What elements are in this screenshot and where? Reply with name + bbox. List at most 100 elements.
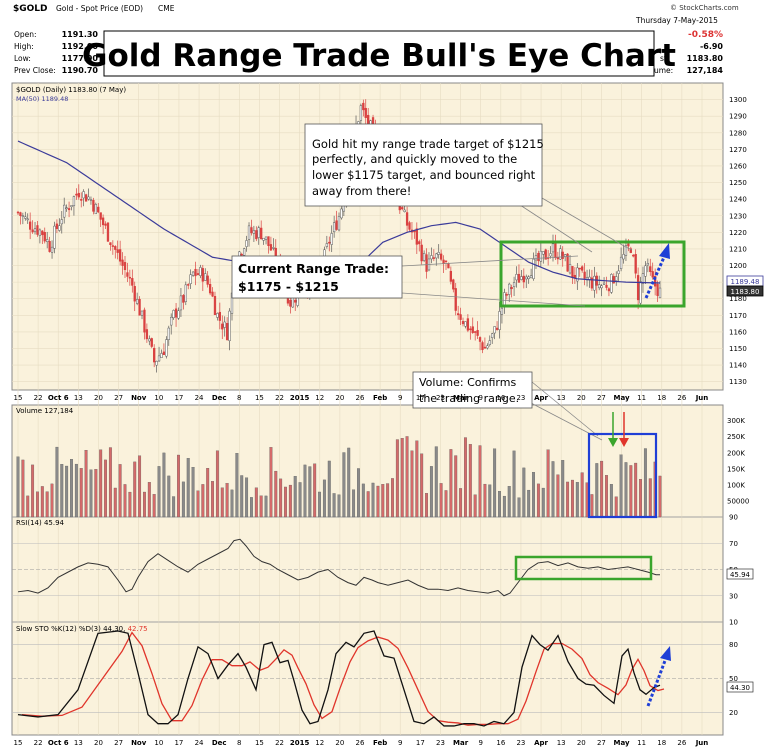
volume-bar [138,455,142,518]
price-candle [464,321,467,329]
volume-box [587,432,658,519]
price-candle [46,231,49,249]
price-candle [211,287,214,298]
price-candle [508,282,511,303]
target-callout-line: perfectly, and quickly moved to the [312,152,517,166]
price-candle [471,317,474,334]
price-candle [542,251,545,264]
price-candle [559,245,562,261]
credit: © StockCharts.com [670,4,739,12]
sto-legend-d: 42.75 [128,625,148,633]
volume-bar [143,491,146,518]
price-candle [459,307,462,326]
price-candle [92,197,95,215]
price-candle [179,288,183,317]
price-candle [247,222,251,247]
volume-bar [580,472,584,518]
chart-title: Gold Range Trade Bull's Eye Chart [82,38,676,74]
volume-bar [634,462,638,518]
x-tick-label: 17 [416,739,425,747]
volume-bar [546,449,550,518]
price-candle [136,292,139,306]
x-tick-label: 18 [657,739,666,747]
price-candle [16,210,20,216]
target-callout-box [304,123,543,207]
ticker-exchange: CME [158,4,175,13]
ohlc-value: 1192.00 [62,42,99,51]
rsi-legend: RSI(14) 45.94 [16,519,65,527]
x-tick-label: 15 [14,394,23,402]
price-candle [362,99,365,117]
volume-bar [468,444,472,518]
volume-bar [478,445,482,518]
price-candle [116,240,119,260]
volume-bar [454,455,458,518]
volume-bar [288,484,292,518]
price-tick-label: 1230 [729,212,747,220]
volume-callout-box [412,371,533,409]
price-candle [67,201,71,218]
volume-tick-label: 100K [727,481,745,489]
volume-bar [55,446,59,518]
sto-legend-k: Slow STO %K(12) %D(3) 44.30, [16,625,128,633]
price-candle [41,230,44,245]
volume-bar [152,494,156,518]
price-candle [150,337,153,349]
volume-bar [162,452,166,518]
price-candle [639,276,642,307]
x-tick-label: 8 [237,739,241,747]
x-tick-label: 11 [637,394,646,402]
price-candle [527,275,530,284]
x-tick-label: 13 [74,739,83,747]
volume-bar [517,497,521,518]
x-tick-label: 26 [677,739,686,747]
volume-bar [595,463,599,518]
price-candle [649,258,652,276]
x-tick-label: Oct 6 [48,739,69,747]
price-candle [549,246,552,259]
price-candle [452,278,455,293]
price-candle [576,262,579,290]
price-candle [610,273,613,294]
price-candle [250,219,253,236]
volume-callout: Volume: Confirms the trading range. [412,371,533,409]
target-callout: Gold hit my range trade target of $1215 … [304,123,544,207]
volume-bar [206,468,210,518]
price-candle [94,202,97,215]
price-candle [561,246,564,267]
price-candle [289,297,292,314]
price-candle [605,276,608,291]
price-tick-label: 1160 [729,328,747,336]
target-callout-line: away from there! [312,184,411,198]
last-price-tag [726,285,764,297]
price-candle [474,330,477,341]
price-candle [133,281,136,312]
volume-bar [167,475,171,518]
price-candle [330,225,333,253]
price-candle [644,261,647,285]
price-candle [634,249,637,279]
sto-legend: Slow STO %K(12) %D(3) 44.30, 42.75 [16,625,148,633]
price-candle [223,316,226,337]
volume-bar [522,467,526,518]
change: -6.90 [700,42,723,51]
price-candle [204,268,207,282]
volume-bar [420,453,424,518]
volume-green-arrow [608,412,618,447]
price-candle [213,291,217,316]
volume-bar [60,464,64,518]
price-candle [89,196,93,205]
price-candle [498,301,501,339]
volume-bar [425,493,428,518]
price-candle [255,226,258,242]
rsi-tick-label: 70 [729,540,738,548]
sto-k-line [17,630,661,727]
price-candle [656,280,659,303]
price-candle [435,252,438,266]
price-candle [172,309,175,320]
last-label: st: [660,54,669,63]
volume-bar [444,490,448,518]
price-candle [72,195,76,216]
volume-bar [230,489,234,518]
x-tick-label: 20 [335,394,344,402]
